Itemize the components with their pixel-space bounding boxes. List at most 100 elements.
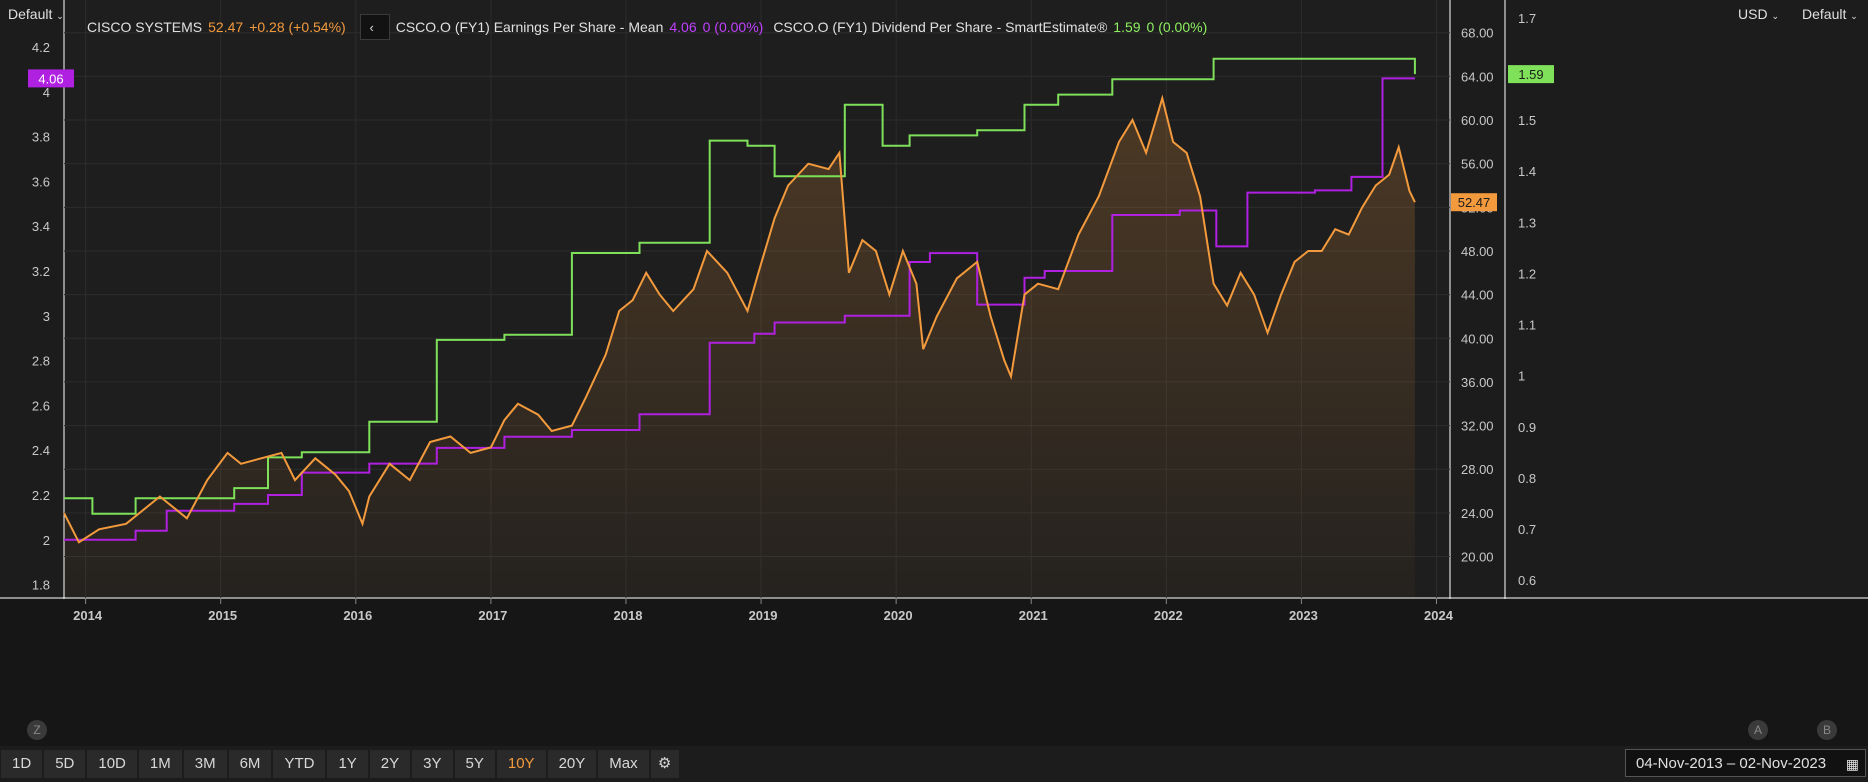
x-tick-label: 2015 [208,608,237,623]
legend-price-name: CISCO SYSTEMS [87,19,203,35]
legend-price-change: +0.28 (+0.54%) [249,19,346,35]
right-tick-label: 1 [1518,369,1525,384]
auto-scale-a-button[interactable]: A [1748,720,1768,740]
corner-a-label: A [1753,723,1762,737]
legend-dps-name: CSCO.O (FY1) Dividend Per Share - SmartE… [773,19,1108,35]
left-tick-label: 2.8 [32,354,50,369]
price-tick-label: 68.00 [1461,26,1494,41]
x-tick-label: 2017 [478,608,507,623]
range-button-20y[interactable]: 20Y [546,749,598,779]
right-tick-label: 1.2 [1518,266,1536,281]
x-tick-label: 2024 [1424,608,1454,623]
right-scale-dropdown[interactable]: Default ⌄ [1802,6,1858,22]
eps-series-line [64,77,1415,541]
range-button-10d[interactable]: 10D [86,749,138,779]
eps-last-value-badge: 4.06 [28,69,74,88]
right-tick-label: 0.7 [1518,522,1536,537]
chart-legend: CISCO SYSTEMS 52.47 +0.28 (+0.54%) ‹ CSC… [87,14,1213,40]
legend-eps-change: 0 (0.00%) [702,19,764,35]
time-axis-band [0,599,1868,746]
left-tick-label: 3.2 [32,264,50,279]
legend-dps-change: 0 (0.00%) [1146,19,1208,35]
x-tick-label: 2016 [343,608,372,623]
price-last-value-badge-bg [1451,193,1497,212]
left-tick-label: 4.2 [32,40,50,55]
legend-collapse-button[interactable]: ‹ [359,14,390,40]
x-tick-label: 2014 [73,608,103,623]
eps-last-value-badge-text: 4.06 [38,71,63,86]
x-tick-label: 2018 [614,608,643,623]
x-tick-label: 2022 [1154,608,1183,623]
calendar-icon: ▦ [1845,756,1859,772]
legend-dps-value: 1.59 [1113,19,1141,35]
range-button-ytd[interactable]: YTD [272,749,327,779]
price-tick-label: 40.00 [1461,331,1494,346]
range-button-max[interactable]: Max [597,749,650,779]
left-tick-label: 1.8 [32,578,50,593]
zoom-reset-button[interactable]: Z [27,720,47,740]
range-button-5d[interactable]: 5D [43,749,87,779]
range-selector: 1D 5D 10D 1M 3M 6M YTD 1Y 2Y 3Y 5Y 10Y 2… [0,749,680,779]
legend-eps-value: 4.06 [669,19,697,35]
currency-dropdown[interactable]: USD ⌄ [1738,6,1779,22]
date-range-text: 04-Nov-2013 – 02-Nov-2023 [1636,755,1827,772]
x-tick-label: 2020 [884,608,913,623]
price-tick-label: 28.00 [1461,462,1494,477]
right-scale-label: Default [1802,6,1847,22]
right-tick-label: 0.9 [1518,420,1536,435]
price-tick-label: 64.00 [1461,69,1494,84]
range-button-1d[interactable]: 1D [0,749,44,779]
auto-scale-b-button[interactable]: B [1817,720,1837,740]
dps-last-value-badge: 1.59 [1508,65,1554,84]
left-scale-dropdown[interactable]: Default ⌄ [8,6,64,22]
price-tick-label: 44.00 [1461,288,1494,303]
range-button-3m[interactable]: 3M [182,749,228,779]
price-last-value-badge-text: 52.47 [1458,195,1491,210]
price-tick-label: 32.00 [1461,419,1494,434]
left-tick-label: 3.6 [32,174,50,189]
right-tick-label: 0.8 [1518,471,1536,486]
left-tick-label: 2.4 [32,443,50,458]
chevron-down-icon: ⌄ [1771,11,1779,21]
chart-settings-button[interactable]: ⚙ [649,749,680,779]
x-tick-label: 2021 [1019,608,1048,623]
chevron-left-icon: ‹ [369,20,374,35]
right-tick-label: 1.7 [1518,11,1536,26]
left-tick-label: 4 [43,85,50,100]
range-button-2y[interactable]: 2Y [368,749,412,779]
price-tick-label: 60.00 [1461,113,1494,128]
currency-label: USD [1738,6,1768,22]
range-button-5y[interactable]: 5Y [453,749,496,779]
date-range-picker[interactable]: 04-Nov-2013 – 02-Nov-2023 ▦ [1625,749,1866,777]
price-tick-label: 24.00 [1461,506,1494,521]
dps-last-value-badge-bg [1508,65,1554,84]
dps-series-line [64,57,1416,515]
price-chart[interactable]: 20.00 24.00 28.00 32.00 36.00 40.00 44.00 48.00… [0,0,1868,746]
legend-eps-name: CSCO.O (FY1) Earnings Per Share - Mean [395,19,664,35]
left-tick-label: 3 [43,309,50,324]
eps-last-value-badge-bg [28,69,74,88]
left-tick-label: 2.2 [32,488,50,503]
right-tick-label: 1.4 [1518,164,1536,179]
price-tick-label: 36.00 [1461,375,1494,390]
legend-price-value: 52.47 [208,19,244,35]
left-scale-label: Default [8,6,53,22]
right-tick-label: 1.3 [1518,215,1536,230]
range-button-1m[interactable]: 1M [137,749,183,779]
dps-last-value-badge-text: 1.59 [1518,67,1543,82]
gear-icon: ⚙ [657,755,672,772]
chevron-down-icon: ⌄ [1850,11,1858,21]
range-button-10y[interactable]: 10Y [495,749,547,779]
corner-z-label: Z [33,723,41,737]
range-button-6m[interactable]: 6M [227,749,273,779]
price-tick-label: 20.00 [1461,550,1494,565]
price-tick-label: 56.00 [1461,157,1494,172]
x-tick-label: 2023 [1289,608,1318,623]
price-last-value-badge: 52.47 [1451,193,1497,212]
right-tick-label: 1.1 [1518,318,1536,333]
x-tick-label: 2019 [749,608,778,623]
range-button-3y[interactable]: 3Y [411,749,454,779]
price-area [64,98,1415,598]
range-button-1y[interactable]: 1Y [326,749,369,779]
left-tick-label: 2 [43,533,50,548]
